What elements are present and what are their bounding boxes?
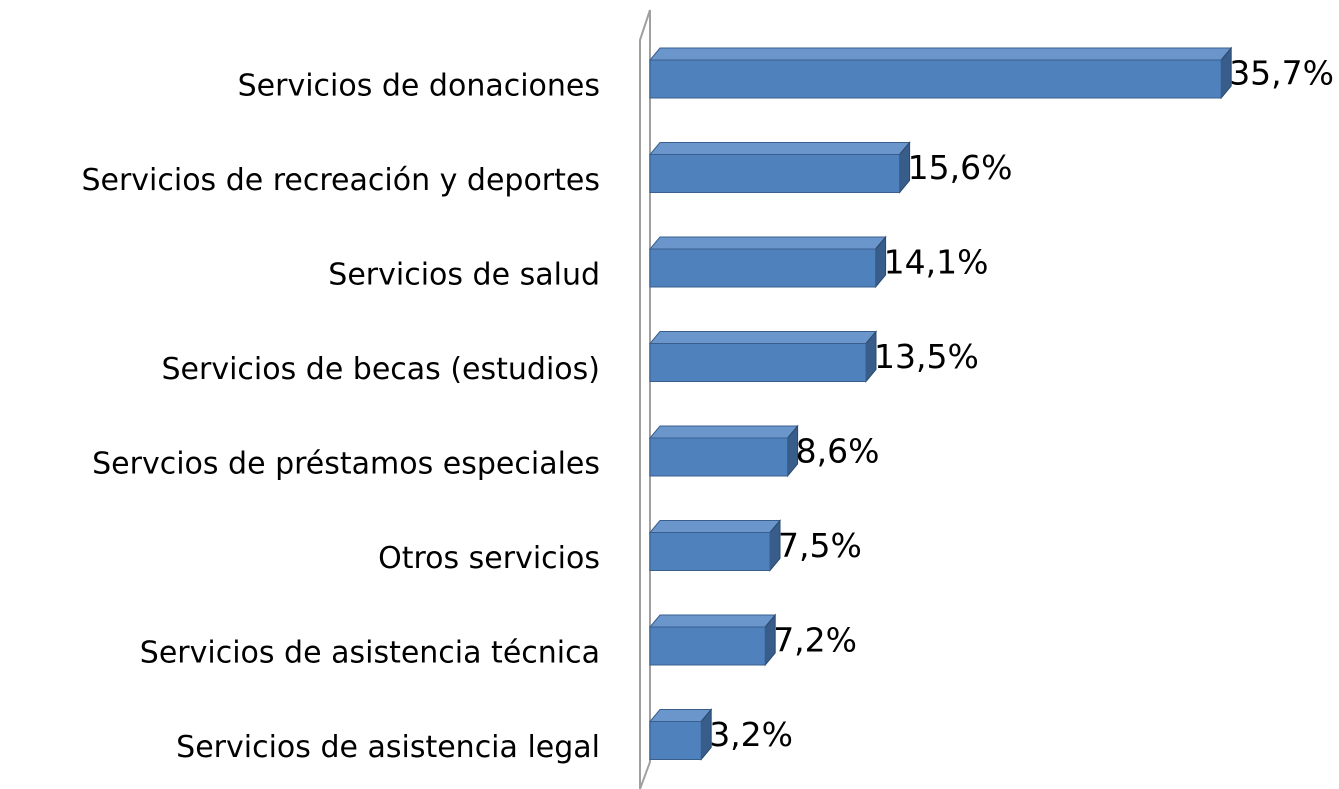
category-label: Servicios de recreación y deportes: [81, 163, 600, 198]
bar-top: [648, 236, 887, 250]
category-label: Servicios de salud: [328, 258, 600, 293]
bar: [649, 626, 766, 666]
data-label: 13,5%: [874, 337, 979, 376]
data-label: 7,5%: [778, 526, 862, 565]
bar-top: [648, 142, 911, 155]
bar-top: [648, 331, 878, 344]
category-label: Servicios de donaciones: [238, 69, 600, 104]
bar: [649, 437, 789, 477]
category-label: Servcios de préstamos especiales: [92, 447, 600, 482]
bar: [649, 532, 771, 571]
category-label: Servicios de asistencia legal: [176, 730, 600, 765]
bar: [649, 248, 877, 288]
bar: [649, 343, 867, 382]
data-label: 7,2%: [773, 621, 857, 660]
data-label: 35,7%: [1229, 54, 1334, 93]
bar-top: [648, 47, 1233, 61]
category-label: Servicios de asistencia técnica: [140, 636, 600, 671]
data-label: 15,6%: [908, 148, 1013, 187]
bar-top: [648, 520, 782, 533]
category-label: Otros servicios: [378, 541, 600, 576]
axis-wall: [639, 9, 651, 789]
bar: [649, 154, 901, 193]
data-label: 8,6%: [796, 432, 880, 471]
data-label: 14,1%: [884, 243, 989, 282]
bar-top: [648, 425, 799, 439]
bar-top: [648, 709, 713, 722]
category-label: Servicios de becas (estudios): [162, 352, 601, 387]
data-label: 3,2%: [709, 715, 793, 754]
bar-top: [648, 614, 777, 628]
bar: [649, 721, 702, 760]
bar: [649, 59, 1222, 99]
